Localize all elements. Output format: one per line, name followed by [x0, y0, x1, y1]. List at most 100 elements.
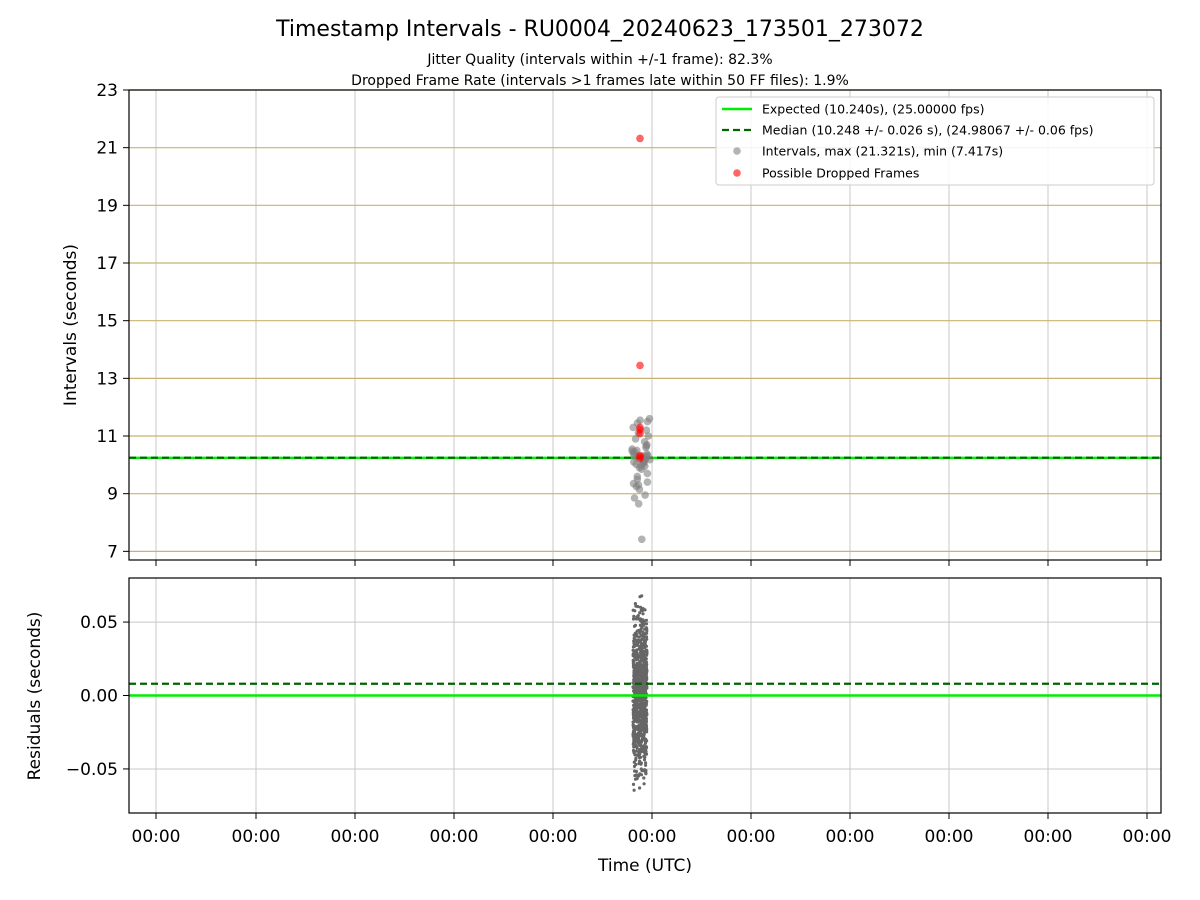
residual-point	[635, 753, 639, 757]
interval-point	[643, 478, 652, 486]
residual-point	[632, 729, 636, 733]
residual-point	[638, 655, 642, 659]
residual-point	[643, 646, 647, 650]
residual-point	[643, 684, 647, 688]
residual-point	[642, 660, 647, 665]
x-axis-label: Time (UTC)	[597, 856, 692, 876]
chart-subtitle-dropped: Dropped Frame Rate (intervals >1 frames …	[351, 73, 849, 89]
residual-point	[631, 617, 636, 621]
residual-point	[642, 707, 646, 711]
residual-point	[634, 756, 638, 761]
residual-point	[632, 650, 636, 654]
residual-point	[636, 670, 640, 675]
residual-point	[638, 623, 643, 627]
residual-point	[638, 750, 642, 754]
intervals-plot-frame	[128, 89, 1162, 561]
residual-point	[642, 623, 646, 627]
legend-entry-label: Intervals, max (21.321s), min (7.417s)	[762, 144, 1003, 159]
residual-point	[639, 725, 644, 729]
legend-box	[715, 96, 1155, 186]
residual-point	[632, 642, 636, 646]
residual-point	[643, 697, 647, 702]
residual-point	[643, 688, 648, 692]
interval-point	[642, 426, 651, 435]
residual-point	[638, 731, 642, 735]
residual-point	[635, 629, 639, 633]
residual-point	[644, 763, 648, 767]
interval-point	[643, 450, 651, 458]
residual-point	[632, 788, 636, 792]
interval-point	[636, 416, 644, 425]
legend-entry-label: Expected (10.240s), (25.00000 fps)	[762, 102, 984, 117]
residual-point	[632, 712, 636, 716]
residuals-y-tick-label: 0.00	[80, 687, 118, 707]
residual-point	[643, 608, 647, 612]
residual-point	[637, 667, 641, 671]
residual-point	[637, 699, 642, 703]
chart-title: Timestamp Intervals - RU0004_20240623_17…	[275, 17, 924, 42]
residual-point	[638, 786, 642, 790]
residual-point	[639, 773, 644, 777]
residual-point	[637, 679, 641, 683]
dropped-frame-point	[636, 454, 644, 463]
residual-point	[640, 738, 644, 743]
chart-subtitle-jitter: Jitter Quality (intervals within +/-1 fr…	[426, 52, 772, 68]
residual-point	[642, 776, 646, 780]
x-tick-label: 00:00	[925, 827, 974, 847]
residual-point	[636, 616, 640, 620]
residual-point	[644, 656, 648, 660]
residual-point	[641, 744, 646, 748]
interval-point	[642, 442, 651, 450]
x-tick-label: 00:00	[1123, 827, 1172, 847]
residual-point	[631, 782, 636, 787]
residual-point	[644, 635, 649, 639]
intervals-y-tick-label: 19	[96, 196, 118, 216]
residual-point	[644, 740, 648, 744]
residual-point	[636, 715, 640, 719]
x-tick-label: 00:00	[232, 827, 281, 847]
residual-point	[639, 762, 643, 766]
interval-point	[634, 500, 643, 508]
residual-point	[632, 636, 636, 641]
residual-point	[634, 773, 639, 777]
residual-point	[638, 759, 642, 763]
x-tick-label: 00:00	[132, 827, 181, 847]
residual-point	[639, 755, 643, 759]
residual-point	[631, 742, 635, 746]
residual-point	[637, 712, 641, 716]
residual-point	[634, 709, 639, 713]
residual-point	[635, 703, 639, 707]
residual-point	[640, 594, 644, 598]
intervals-y-tick-label: 9	[107, 485, 118, 505]
residual-point	[639, 619, 643, 623]
dropped-frame-point	[636, 429, 644, 438]
residual-point	[645, 727, 649, 731]
residual-point	[642, 619, 646, 623]
residual-point	[644, 761, 648, 765]
intervals-y-tick-label: 15	[96, 312, 118, 332]
residual-point	[642, 679, 647, 683]
residual-point	[633, 655, 637, 659]
residual-point	[637, 720, 641, 724]
residuals-y-tick-label: 0.05	[80, 613, 118, 633]
residual-point	[635, 642, 640, 646]
residual-point	[639, 638, 643, 643]
residual-point	[638, 611, 642, 615]
residual-point	[632, 614, 636, 619]
residual-point	[641, 716, 646, 720]
residual-point	[638, 743, 643, 747]
legend-intervals-swatch	[733, 147, 741, 155]
residual-point	[637, 663, 641, 667]
residual-point	[631, 720, 636, 724]
residual-point	[645, 670, 649, 674]
residual-point	[642, 754, 646, 759]
intervals-y-tick-label: 7	[107, 542, 118, 562]
residual-point	[634, 762, 638, 767]
residual-point	[632, 639, 636, 643]
residual-point	[642, 642, 646, 646]
residual-point	[633, 716, 637, 721]
residual-point	[641, 719, 645, 724]
residual-point	[641, 669, 645, 674]
residual-point	[644, 712, 648, 716]
residual-point	[633, 769, 637, 773]
